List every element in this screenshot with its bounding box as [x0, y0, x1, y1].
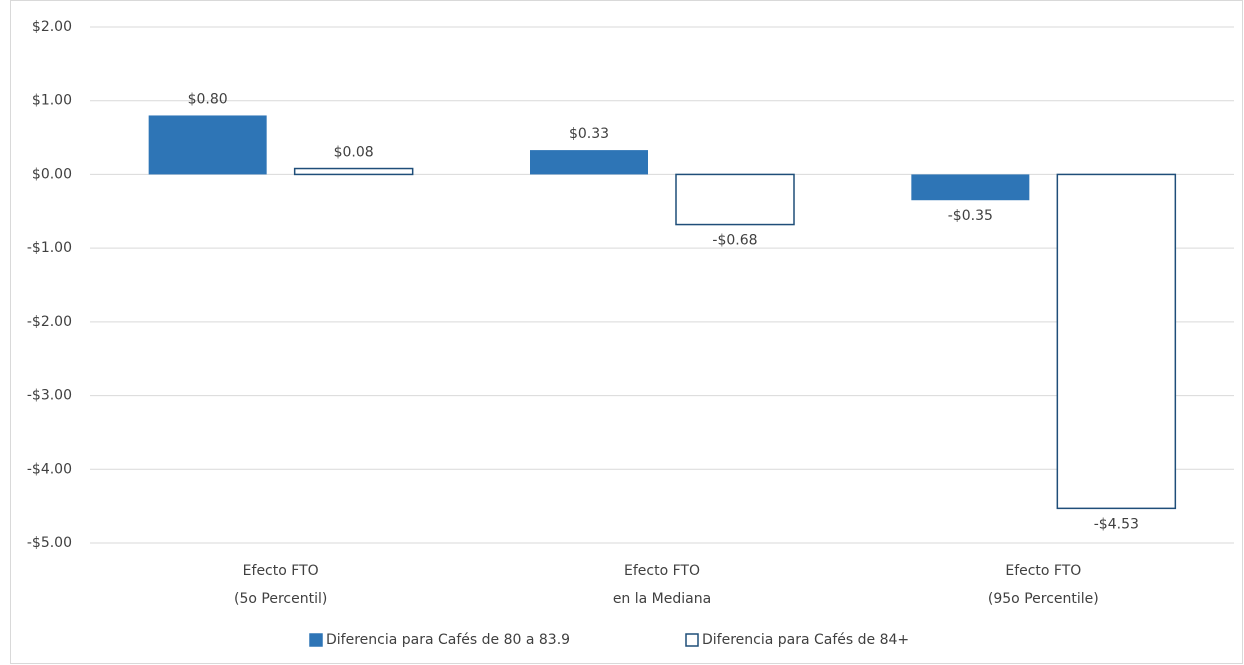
chart-border: [10, 0, 1243, 664]
bar: [530, 150, 648, 175]
bar: [675, 173, 795, 226]
data-label: -$0.35: [948, 208, 993, 224]
y-tick-label: $0.00: [32, 166, 72, 182]
y-tick-label: -$5.00: [27, 535, 72, 551]
x-tick-label: Efecto FTO: [624, 563, 700, 579]
legend-label: Diferencia para Cafés de 84+: [702, 632, 909, 648]
x-tick-label: (5o Percentil): [234, 591, 327, 607]
data-label: $0.80: [188, 91, 228, 107]
y-tick-label: -$1.00: [27, 240, 72, 256]
x-tick-label: Efecto FTO: [1005, 563, 1081, 579]
data-label: -$4.53: [1094, 516, 1139, 532]
y-tick-label: -$2.00: [27, 314, 72, 330]
legend-label: Diferencia para Cafés de 80 a 83.9: [326, 632, 570, 648]
legend-swatch: [309, 633, 323, 647]
legend-swatch: [685, 633, 699, 647]
data-label: $0.08: [334, 145, 374, 161]
y-tick-label: $2.00: [32, 19, 72, 35]
y-tick-label: -$3.00: [27, 388, 72, 404]
bar: [1056, 173, 1177, 510]
x-tick-label: (95o Percentile): [988, 591, 1099, 607]
bar: [293, 167, 414, 176]
x-tick-label: Efecto FTO: [243, 563, 319, 579]
y-tick-label: -$4.00: [27, 461, 72, 477]
x-tick-label: en la Mediana: [613, 591, 711, 607]
data-label: $0.33: [569, 126, 609, 142]
bar: [911, 174, 1030, 201]
y-tick-label: $1.00: [32, 93, 72, 109]
bar: [148, 115, 267, 175]
data-label: -$0.68: [712, 233, 757, 249]
